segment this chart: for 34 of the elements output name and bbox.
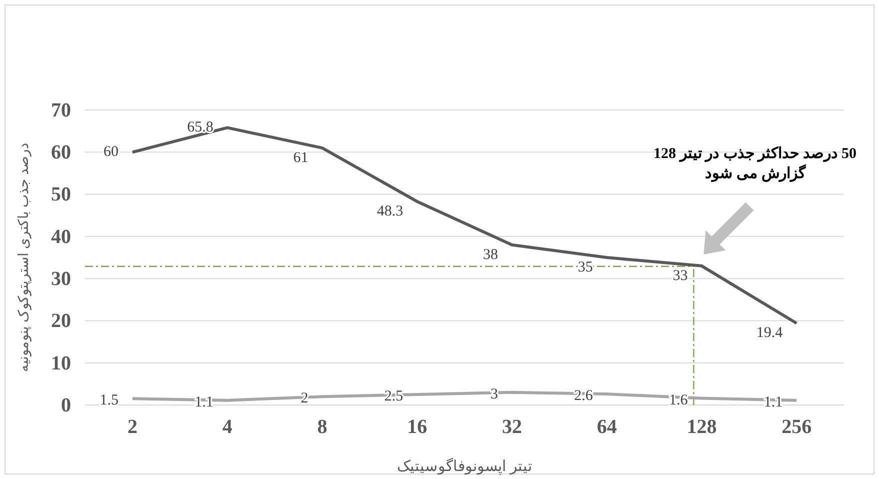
y-tick-label: 30 bbox=[51, 268, 71, 290]
data-label: 38 bbox=[482, 246, 498, 263]
data-label: 1.6 bbox=[668, 392, 688, 408]
data-label: 61 bbox=[293, 150, 308, 166]
x-axis-title: تیتر اپسونوفاگوسیتیک bbox=[397, 457, 532, 475]
x-tick-label: 128 bbox=[686, 416, 717, 438]
data-label: 1.1 bbox=[764, 394, 783, 410]
x-tick-label: 16 bbox=[407, 416, 428, 438]
data-label: 19.4 bbox=[756, 325, 784, 342]
y-tick-label: 20 bbox=[51, 310, 71, 332]
y-axis-title: درصد جذب باکتری استرپتوکوک پنومونیه bbox=[17, 143, 32, 372]
x-tick-label: 256 bbox=[782, 416, 812, 438]
data-label: 48.3 bbox=[376, 203, 404, 220]
x-tick-label: 4 bbox=[222, 416, 232, 438]
data-label: 1.5 bbox=[100, 392, 118, 409]
y-tick-label: 10 bbox=[51, 352, 71, 374]
x-tick-label: 2 bbox=[127, 416, 138, 438]
data-label: 33 bbox=[672, 268, 688, 284]
y-tick-label: 40 bbox=[51, 226, 71, 248]
data-label: 3 bbox=[490, 386, 498, 402]
data-label: 2 bbox=[300, 390, 308, 407]
data-label: 2.6 bbox=[574, 388, 594, 404]
x-tick-label: 64 bbox=[596, 416, 617, 438]
data-label: 65.8 bbox=[187, 120, 214, 136]
annotation: 50 درصد حداکثر جذب در تیتر 128 گزارش می شود bbox=[654, 146, 856, 182]
y-tick-label: 60 bbox=[51, 142, 71, 164]
data-label: 1.1 bbox=[194, 394, 214, 410]
data-label: 60 bbox=[103, 144, 118, 160]
y-tick-label: 50 bbox=[51, 184, 71, 206]
x-tick-label: 8 bbox=[317, 416, 328, 438]
x-tick-label: 32 bbox=[502, 416, 522, 438]
y-tick-label: 70 bbox=[51, 99, 71, 122]
y-tick-label: 0 bbox=[61, 394, 71, 416]
data-label: 2.5 bbox=[384, 388, 404, 404]
